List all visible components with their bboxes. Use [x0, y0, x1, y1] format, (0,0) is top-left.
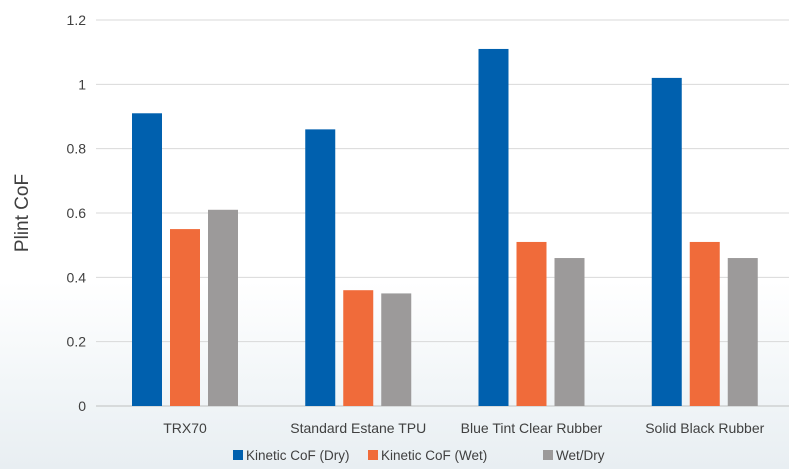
bar-kinetic-cof-wet — [343, 290, 374, 406]
y-tick-label: 0.4 — [67, 269, 87, 285]
bar-wet-dry — [381, 293, 412, 406]
x-category-label: Standard Estane TPU — [290, 420, 426, 436]
y-tick-label: 0 — [78, 398, 86, 414]
bar-kinetic-cof-dry — [651, 77, 682, 407]
bar-kinetic-cof-dry — [132, 113, 162, 407]
legend-label: Kinetic CoF (Dry) — [246, 448, 350, 463]
bar-kinetic-cof-wet — [516, 241, 547, 406]
legend-label: Wet/Dry — [556, 448, 605, 463]
legend: Kinetic CoF (Dry) Kinetic CoF (Wet) Wet/Dr… — [233, 448, 605, 463]
legend-label: Kinetic CoF (Wet) — [381, 448, 487, 463]
y-axis-ticks: 0 0.2 0.4 0.6 0.8 1 1.2 — [67, 12, 87, 414]
y-tick-label: 0.8 — [67, 141, 87, 157]
y-tick-label: 1 — [78, 76, 86, 92]
bar-kinetic-cof-wet — [689, 241, 720, 406]
y-axis-label: Plint CoF — [12, 174, 33, 252]
y-tick-label: 1.2 — [67, 12, 87, 28]
y-tick-label: 0.6 — [67, 205, 87, 221]
bar-kinetic-cof-dry — [305, 129, 336, 406]
x-category-label: TRX70 — [163, 420, 207, 436]
bar-kinetic-cof-wet — [170, 229, 200, 406]
legend-swatch — [233, 450, 243, 460]
x-category-label: Blue Tint Clear Rubber — [461, 420, 603, 436]
bar-kinetic-cof-dry — [478, 48, 509, 406]
x-axis-ticks: TRX70 Standard Estane TPU Blue Tint Clear … — [163, 420, 764, 436]
legend-swatch — [368, 450, 378, 460]
bar-wet-dry — [727, 258, 758, 406]
x-category-label: Solid Black Rubber — [645, 420, 764, 436]
bar-wet-dry — [554, 258, 585, 406]
y-tick-label: 0.2 — [67, 334, 87, 350]
bars — [132, 48, 758, 407]
legend-swatch — [543, 450, 553, 460]
bar-wet-dry — [208, 209, 238, 406]
